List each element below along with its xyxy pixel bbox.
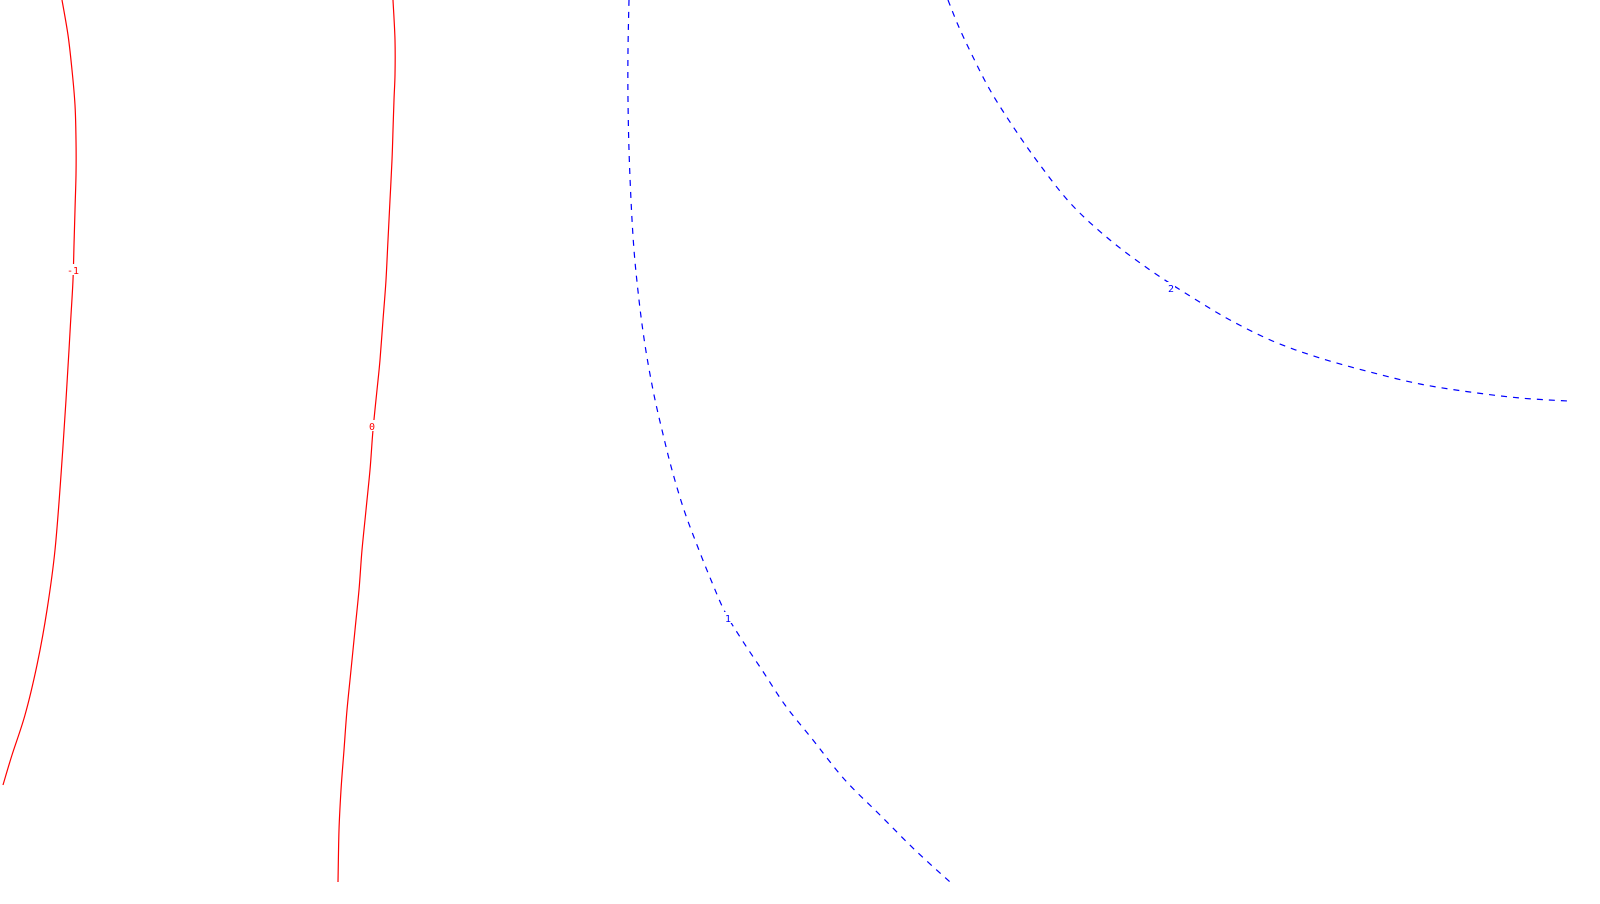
contour-line-0 <box>337 0 396 883</box>
contour-line-neg1 <box>2 0 77 786</box>
contour-label: 2 <box>1168 284 1174 295</box>
contour-label-bg <box>724 612 732 623</box>
contour-label-bg <box>368 420 376 431</box>
contour-label-bg <box>1167 282 1175 293</box>
contour-label: 0 <box>369 422 375 433</box>
contour-label-bg <box>66 264 80 275</box>
contour-lines <box>2 0 1569 883</box>
contour-label: 1 <box>725 614 731 625</box>
contour-labels: -1 0 1 2 <box>66 264 1175 625</box>
contour-label: -1 <box>67 266 79 277</box>
contour-line-1 <box>627 0 951 883</box>
contour-line-2 <box>947 0 1569 402</box>
